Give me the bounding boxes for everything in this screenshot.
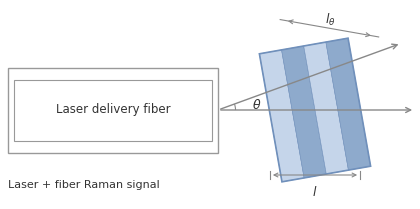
Text: $l$: $l$ xyxy=(312,185,318,199)
Bar xyxy=(260,50,304,182)
Text: Laser + fiber Raman signal: Laser + fiber Raman signal xyxy=(8,180,160,190)
Text: $\theta$: $\theta$ xyxy=(252,98,261,112)
Bar xyxy=(326,38,370,170)
Bar xyxy=(14,80,212,141)
Bar xyxy=(304,42,349,174)
Bar xyxy=(281,46,326,178)
Text: Laser delivery fiber: Laser delivery fiber xyxy=(56,103,171,116)
Bar xyxy=(8,68,218,153)
Bar xyxy=(260,38,370,182)
Text: $l_{\theta}$: $l_{\theta}$ xyxy=(326,12,336,28)
